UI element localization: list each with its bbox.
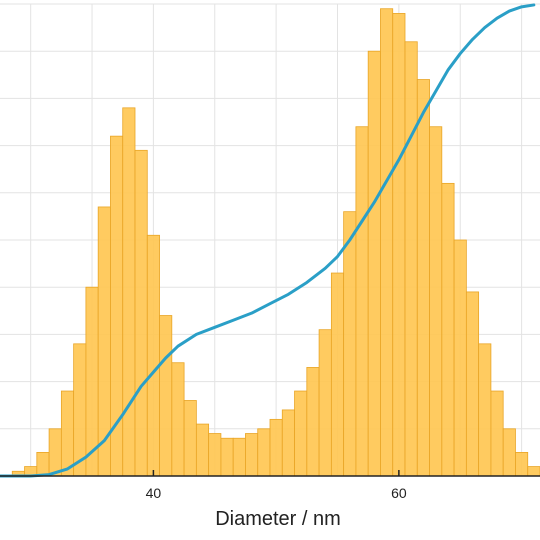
- x-tick-label: 40: [146, 485, 162, 501]
- histogram-bar: [515, 451, 529, 477]
- histogram-bar: [355, 126, 369, 477]
- histogram-bar: [429, 126, 443, 477]
- histogram-bar: [416, 79, 430, 477]
- histogram-bar: [294, 390, 308, 477]
- histogram-bar: [465, 291, 480, 477]
- histogram-bar: [527, 466, 540, 477]
- histogram-bar: [208, 433, 222, 477]
- histogram-bar: [281, 409, 295, 477]
- histogram-bar: [367, 50, 381, 477]
- histogram-bar: [195, 423, 210, 477]
- histogram-bar: [73, 343, 87, 477]
- histogram-bar: [134, 149, 148, 477]
- histogram-bar: [343, 211, 357, 477]
- histogram-bar: [245, 433, 259, 477]
- histogram-bar: [404, 41, 418, 477]
- histogram-bar: [183, 400, 197, 477]
- histogram-bar: [122, 107, 136, 477]
- histogram-bar: [502, 428, 516, 477]
- histogram-bar: [330, 272, 345, 477]
- histogram-bar: [257, 428, 271, 477]
- histogram-bar: [146, 234, 160, 477]
- histogram-bar: [159, 315, 173, 477]
- histogram-bar: [453, 239, 467, 477]
- histogram-bar: [171, 362, 185, 477]
- histogram-bar: [478, 343, 492, 477]
- histogram-bar: [60, 390, 75, 477]
- x-axis-title: Diameter / nm: [215, 508, 341, 530]
- histogram-bar: [232, 437, 246, 477]
- histogram-bar: [306, 367, 320, 477]
- cumulative-line-group: [0, 3, 536, 478]
- histogram-bar: [318, 329, 332, 477]
- histogram-bar: [392, 13, 406, 477]
- histogram-bar: [490, 390, 504, 477]
- x-tick-label: 60: [391, 485, 407, 501]
- cumulative-line: [0, 3, 536, 478]
- histogram-bar: [36, 451, 50, 477]
- histogram-bar: [220, 437, 234, 477]
- histogram-bar: [48, 428, 62, 477]
- histogram-bars: [11, 8, 540, 477]
- x-axis: 40 60: [0, 470, 540, 501]
- histogram-bar: [269, 418, 283, 477]
- histogram-bar: [441, 182, 455, 477]
- histogram-bar: [380, 8, 394, 477]
